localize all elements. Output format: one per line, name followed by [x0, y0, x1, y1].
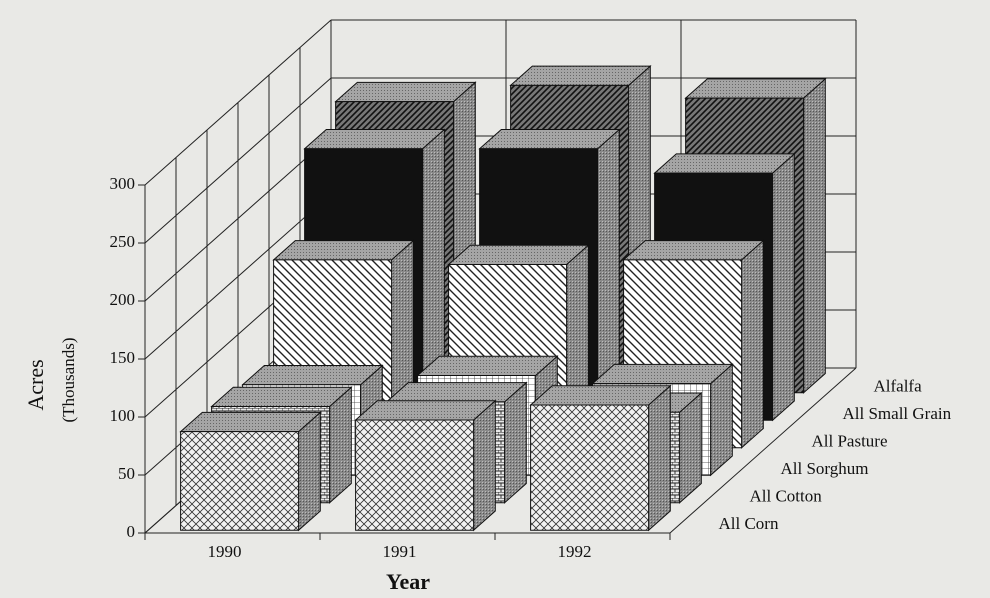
- bar-top: [684, 78, 827, 99]
- bar-top: [591, 363, 734, 385]
- bar-top: [303, 129, 446, 150]
- series-label: Alfalfa: [874, 377, 923, 396]
- bar-side: [741, 239, 764, 449]
- series-label: All Pasture: [812, 432, 888, 451]
- y-tick-label: 250: [110, 232, 136, 251]
- bar-side: [648, 384, 671, 532]
- bar: [530, 404, 650, 531]
- bar-top: [622, 240, 765, 261]
- bar: [355, 419, 475, 531]
- series-label: All Corn: [719, 514, 779, 533]
- x-tick-label: 1991: [383, 542, 417, 561]
- bar-side: [473, 399, 496, 532]
- y-tick-label: 50: [118, 464, 135, 483]
- bar-top: [478, 129, 621, 150]
- series-label: All Sorghum: [781, 459, 869, 478]
- bar-top: [509, 65, 652, 86]
- bar-top: [354, 400, 497, 421]
- bar-top: [529, 385, 672, 406]
- bar-side: [803, 77, 826, 394]
- series-label: All Cotton: [750, 487, 823, 506]
- y-tick-label: 300: [110, 174, 136, 193]
- bar-top: [385, 382, 528, 403]
- bar-top: [447, 244, 590, 265]
- y-tick-label: 150: [110, 348, 136, 367]
- y-tick-label: 100: [110, 406, 136, 425]
- bar-top: [210, 386, 353, 407]
- y-tick-label: 0: [127, 522, 136, 541]
- x-tick-label: 1992: [558, 542, 592, 561]
- bar-top: [653, 153, 796, 174]
- bar-top: [272, 240, 415, 261]
- bar-side: [504, 381, 527, 504]
- x-tick-label: 1990: [208, 542, 242, 561]
- bar-side: [772, 152, 795, 422]
- bar-top: [179, 411, 322, 433]
- y-axis-sublabel: (Thousands): [59, 338, 78, 423]
- y-tick-label: 200: [110, 290, 136, 309]
- bar-side: [298, 411, 321, 532]
- bar-top: [334, 81, 477, 103]
- series-label: All Small Grain: [843, 404, 952, 423]
- bar-top: [416, 355, 559, 376]
- floor-edge: [669, 367, 857, 534]
- x-axis-label: Year: [386, 569, 430, 594]
- bar-top: [241, 365, 384, 386]
- bar: [180, 431, 300, 531]
- y-axis-label: Acres: [23, 359, 48, 410]
- bar-side: [329, 386, 352, 504]
